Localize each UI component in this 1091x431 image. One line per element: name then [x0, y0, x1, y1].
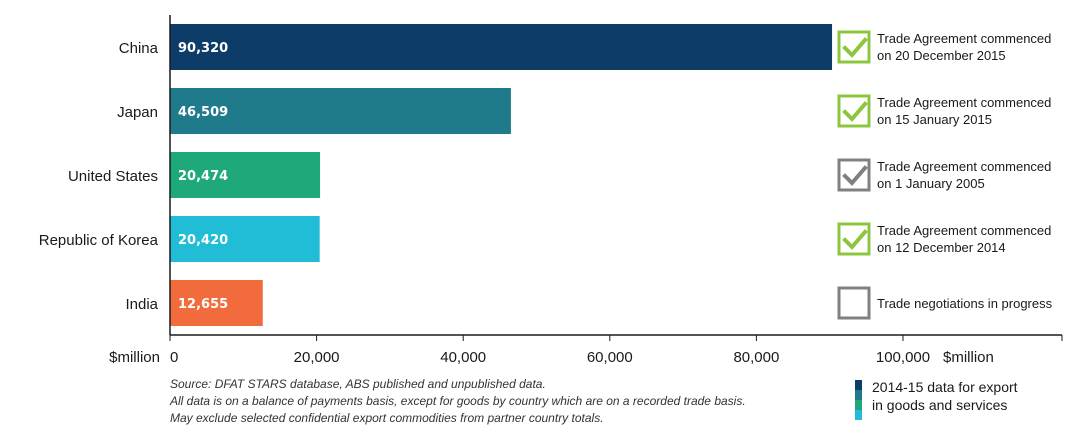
bar-value-label: 90,320 — [178, 41, 228, 56]
empty-checkbox-box-icon — [837, 286, 871, 320]
x-tick-label: 100,000 — [876, 349, 930, 366]
bar-value-label: 20,420 — [178, 233, 228, 248]
source-line-3: May exclude selected confidential export… — [170, 411, 604, 425]
bar-value-label: 46,509 — [178, 105, 228, 120]
legend-swatch-segment — [855, 390, 862, 400]
legend-label-line-2: in goods and services — [872, 397, 1008, 413]
bar — [170, 24, 833, 70]
x-tick-label: 80,000 — [733, 349, 779, 366]
bar — [170, 88, 511, 134]
legend-swatch-segment — [855, 400, 862, 410]
category-label: United States — [68, 168, 158, 185]
grey-check-icon — [842, 165, 868, 186]
legend-label-line-1: 2014-15 data for export — [872, 379, 1018, 395]
x-axis-unit-right: $million — [943, 349, 994, 366]
status-text-line-2: on 15 January 2015 — [877, 112, 992, 127]
legend-label: 2014-15 data for export in goods and ser… — [872, 378, 1082, 414]
green-check-icon — [842, 37, 868, 58]
source-line-1: Source: DFAT STARS database, ABS publish… — [170, 377, 546, 391]
bar — [170, 216, 320, 262]
status-text-line-1: Trade Agreement commenced — [877, 95, 1051, 110]
bar — [170, 152, 321, 198]
source-line-2: All data is on a balance of payments bas… — [170, 394, 746, 408]
status-text-line-1: Trade Agreement commenced — [877, 31, 1051, 46]
bar — [170, 280, 263, 326]
status-text-line-1: Trade Agreement commenced — [877, 159, 1051, 174]
category-label: Republic of Korea — [39, 232, 159, 249]
status-text-line-1: Trade Agreement commenced — [877, 223, 1051, 238]
x-axis-unit-left: $million — [109, 349, 160, 366]
green-check-icon — [842, 229, 868, 250]
bar-value-label: 20,474 — [178, 169, 228, 184]
bar-value-label: 12,655 — [178, 297, 228, 312]
x-tick-label: 40,000 — [440, 349, 486, 366]
status-text-line-2: on 12 December 2014 — [877, 240, 1006, 255]
category-label: China — [119, 40, 159, 57]
legend-swatch-segment — [855, 380, 862, 390]
legend-swatch — [855, 380, 862, 420]
status-text-line-2: on 20 December 2015 — [877, 48, 1006, 63]
status-text-line-1: Trade negotiations in progress — [877, 296, 1053, 311]
category-label: Japan — [117, 104, 158, 121]
x-tick-label: 0 — [170, 349, 178, 366]
status-text-line-2: on 1 January 2005 — [877, 176, 985, 191]
x-tick-label: 60,000 — [587, 349, 633, 366]
x-tick-label: 20,000 — [294, 349, 340, 366]
source-note: Source: DFAT STARS database, ABS publish… — [170, 376, 850, 427]
green-check-icon — [842, 101, 868, 122]
legend-swatch-segment — [855, 410, 862, 420]
category-label: India — [125, 296, 158, 313]
